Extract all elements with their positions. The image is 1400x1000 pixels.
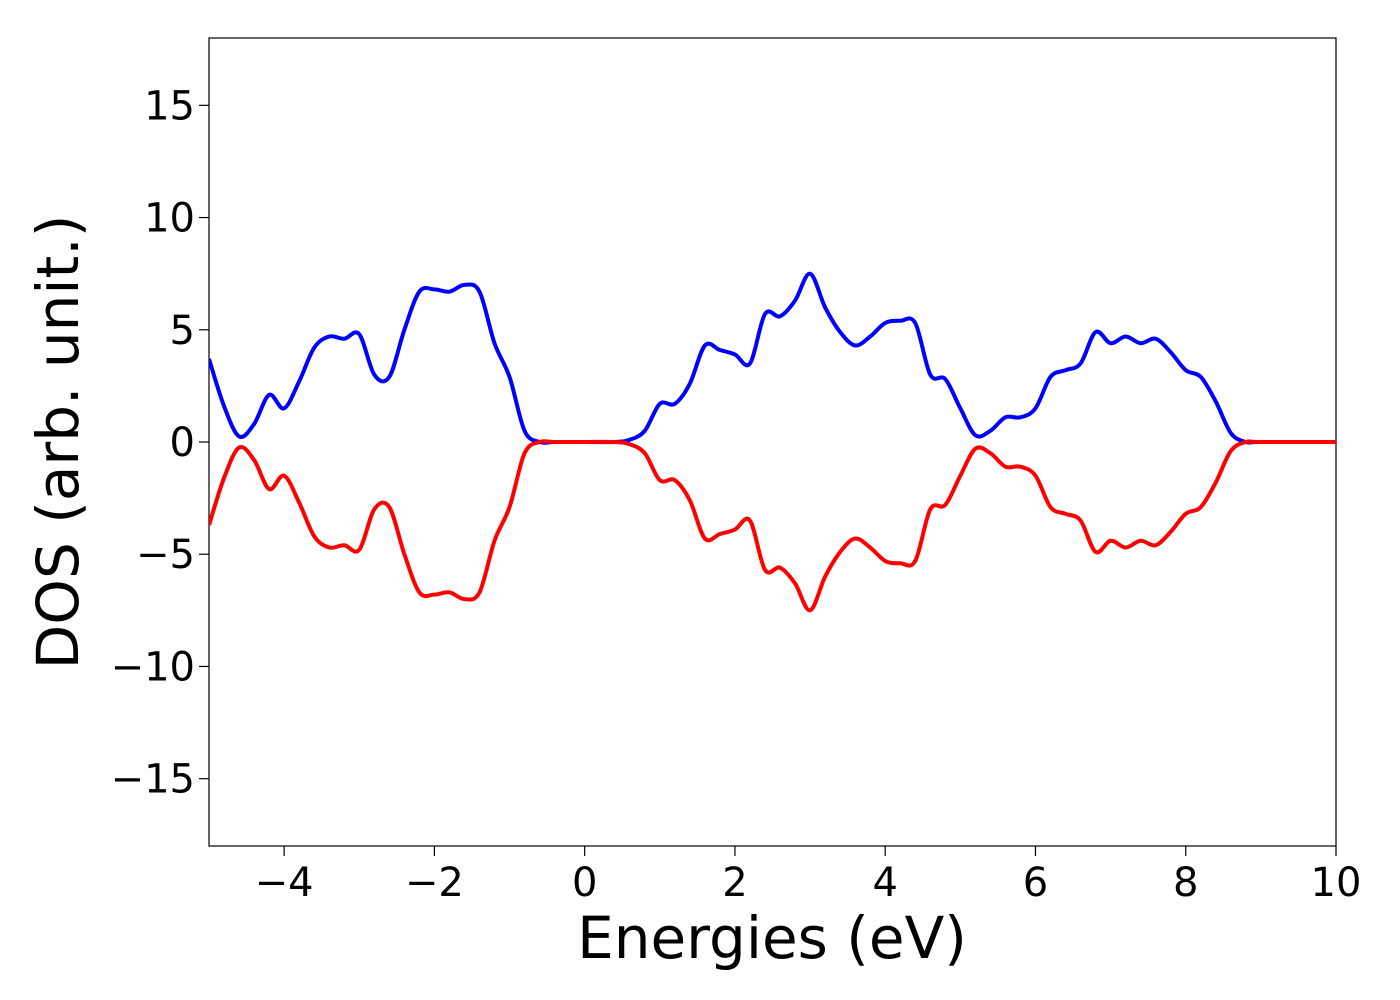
x-tick-label: 4 <box>872 860 897 906</box>
plot-frame <box>209 38 1336 846</box>
y-tick-label: 0 <box>170 420 195 466</box>
y-tick-label: −10 <box>111 644 195 690</box>
series-line-down <box>209 441 1336 610</box>
series-layer <box>209 274 1336 611</box>
x-tick-label: 8 <box>1173 860 1198 906</box>
x-tick-label: 0 <box>572 860 597 906</box>
x-tick-label: −2 <box>405 860 464 906</box>
y-tick-label: −5 <box>136 532 195 578</box>
y-tick-label: 10 <box>144 196 195 242</box>
y-axis-label: DOS (arb. unit.) <box>24 215 92 670</box>
y-tick-label: 5 <box>170 308 195 354</box>
y-tick-label: −15 <box>111 757 195 803</box>
x-tick-label: −4 <box>255 860 314 906</box>
y-tick-label: 15 <box>144 83 195 129</box>
x-tick-label: 10 <box>1311 860 1362 906</box>
series-line-up <box>209 274 1336 443</box>
ticks-layer: −4 −2 0 2 4 6 8 10 −15 −10 −5 0 5 10 15 <box>111 83 1362 906</box>
x-axis-label: Energies (eV) <box>577 904 967 972</box>
x-tick-label: 6 <box>1023 860 1048 906</box>
x-tick-label: 2 <box>722 860 747 906</box>
